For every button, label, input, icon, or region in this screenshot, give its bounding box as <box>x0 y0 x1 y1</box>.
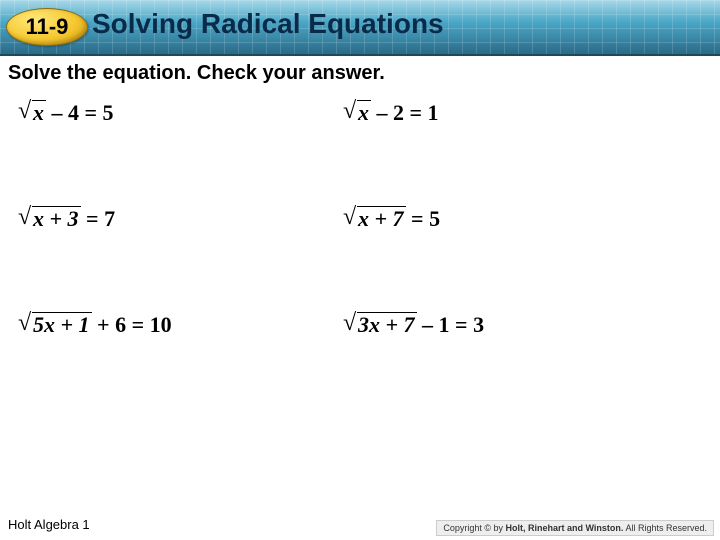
copyright-suffix: All Rights Reserved. <box>625 523 707 533</box>
eq-rest: – 4 = 5 <box>46 100 114 125</box>
radicand: 5x + 1 <box>32 312 92 337</box>
equation-row: x + 3 = 7 x + 7 = 5 <box>18 206 668 232</box>
copyright-prefix: Copyright © by <box>443 523 503 533</box>
radicand: x + 3 <box>32 206 81 231</box>
page-title: Solving Radical Equations <box>92 8 444 40</box>
eq-rest: + 6 = 10 <box>92 312 172 337</box>
eq-rest: = 7 <box>81 206 116 231</box>
equation-cell: x – 2 = 1 <box>343 100 668 126</box>
copyright-company: Holt, Rinehart and Winston. <box>506 523 624 533</box>
equations-grid: x – 4 = 5 x – 2 = 1 x + 3 = 7 x + 7 = 5 … <box>18 100 668 418</box>
lesson-badge: 11-9 <box>6 8 88 46</box>
radicand: 3x + 7 <box>357 312 417 337</box>
equation-cell: 3x + 7 – 1 = 3 <box>343 312 668 338</box>
eq-rest: = 5 <box>406 206 441 231</box>
sqrt-symbol: 3x + 7 <box>343 312 417 338</box>
sqrt-symbol: x <box>343 100 371 126</box>
radicand: x + 7 <box>357 206 406 231</box>
header-bar: 11-9 Solving Radical Equations <box>0 0 720 56</box>
radicand: x <box>32 100 46 125</box>
equation-cell: 5x + 1 + 6 = 10 <box>18 312 343 338</box>
equation-row: 5x + 1 + 6 = 10 3x + 7 – 1 = 3 <box>18 312 668 338</box>
instruction-text: Solve the equation. Check your answer. <box>8 62 385 85</box>
equation-row: x – 4 = 5 x – 2 = 1 <box>18 100 668 126</box>
sqrt-symbol: 5x + 1 <box>18 312 92 338</box>
eq-rest: – 2 = 1 <box>371 100 439 125</box>
equation-cell: x + 3 = 7 <box>18 206 343 232</box>
radicand: x <box>357 100 371 125</box>
sqrt-symbol: x + 3 <box>18 206 81 232</box>
sqrt-symbol: x <box>18 100 46 126</box>
equation-cell: x + 7 = 5 <box>343 206 668 232</box>
footer-textbook: Holt Algebra 1 <box>8 517 90 532</box>
lesson-number: 11-9 <box>26 14 69 40</box>
eq-rest: – 1 = 3 <box>417 312 485 337</box>
equation-cell: x – 4 = 5 <box>18 100 343 126</box>
footer-copyright: Copyright © by Holt, Rinehart and Winsto… <box>436 520 714 536</box>
sqrt-symbol: x + 7 <box>343 206 406 232</box>
